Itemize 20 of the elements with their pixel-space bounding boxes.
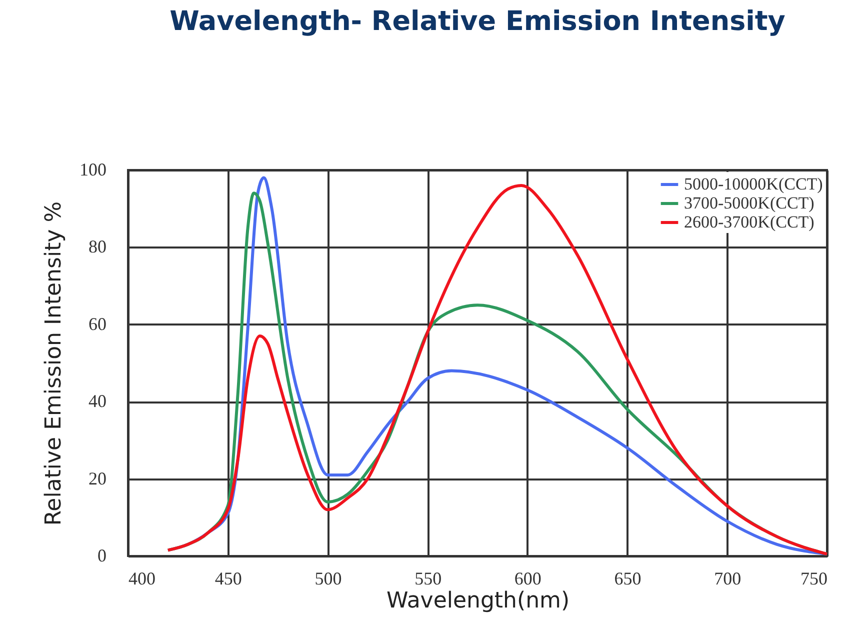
x-tick-label: 700 <box>714 568 742 588</box>
legend-label: 3700-5000K(CCT) <box>684 194 814 212</box>
x-tick-label: 400 <box>128 568 156 588</box>
y-axis-title: Relative Emission Intensity % <box>42 201 66 526</box>
legend-label: 2600-3700K(CCT) <box>684 212 814 232</box>
x-tick-label: 450 <box>214 568 242 588</box>
y-tick-label: 80 <box>88 236 106 257</box>
x-axis-title: Wavelength(nm) <box>386 588 570 614</box>
x-tick-label: 550 <box>414 568 442 588</box>
x-tick-label: 750 <box>800 568 828 588</box>
y-tick-label: 40 <box>88 391 106 412</box>
y-tick-label: 0 <box>98 546 106 566</box>
y-tick-label: 20 <box>88 468 106 488</box>
legend-label: 5000-10000K(CCT) <box>684 174 823 194</box>
x-tick-label: 500 <box>314 568 342 588</box>
chart-title: Wavelength- Relative Emission Intensity <box>170 6 786 37</box>
x-tick-label: 650 <box>614 568 642 588</box>
y-tick-label: 60 <box>88 314 106 334</box>
y-tick-label: 100 <box>80 160 106 180</box>
x-tick-label: 600 <box>514 568 542 588</box>
